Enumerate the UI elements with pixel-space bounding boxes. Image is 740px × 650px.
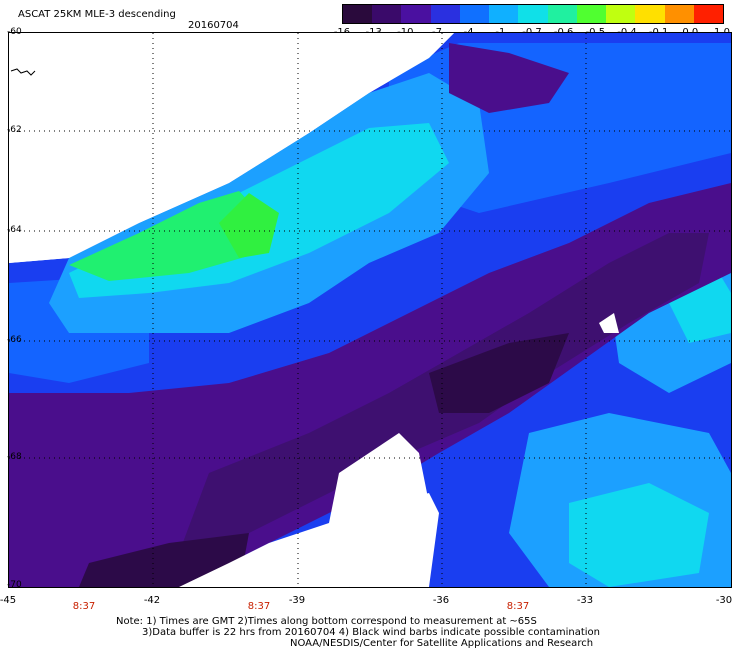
color-scale-swatch	[459, 5, 490, 23]
green-core	[219, 193, 279, 258]
time-label: 8:37	[506, 601, 530, 612]
no-data-northwest	[9, 33, 454, 263]
longitude-label: -39	[288, 595, 306, 606]
purple-band	[9, 183, 731, 587]
latitude-label: -60	[7, 27, 22, 37]
color-scale-swatch	[635, 5, 665, 23]
color-scale-bar	[342, 4, 724, 24]
note-line-2: 3)Data buffer is 22 hrs from 20160704 4)…	[142, 627, 600, 638]
color-scale-swatch	[372, 5, 402, 23]
product-title: ASCAT 25KM MLE-3 descending	[18, 9, 176, 20]
color-scale-swatch	[401, 5, 431, 23]
dark-core-south	[79, 533, 249, 587]
latitude-label: -70	[7, 580, 22, 590]
no-data-south-gap	[179, 433, 429, 587]
southeast-cyan	[569, 483, 709, 587]
product-date: 20160704	[188, 20, 239, 31]
color-scale-swatch	[518, 5, 548, 23]
color-scale-swatch	[430, 5, 460, 23]
latitude-label: -68	[7, 452, 22, 462]
dark-core-east	[429, 333, 569, 413]
latitude-label: -66	[7, 335, 22, 345]
north-purple-strip	[449, 43, 569, 113]
color-scale-swatch	[664, 5, 694, 23]
longitude-label: -45	[0, 595, 17, 606]
note-line-3: NOAA/NESDIS/Center for Satellite Applica…	[290, 638, 594, 649]
color-scale-swatch	[343, 5, 373, 23]
coastline-island	[10, 68, 36, 76]
green-patch	[69, 191, 269, 281]
longitude-label: -36	[432, 595, 450, 606]
no-data-small-hole	[599, 313, 619, 333]
wind-field-map	[8, 32, 732, 588]
time-label: 8:37	[72, 601, 96, 612]
color-scale-swatch	[547, 5, 577, 23]
longitude-label: -33	[576, 595, 594, 606]
color-scale-swatch	[489, 5, 519, 23]
color-scale-swatch	[693, 5, 724, 23]
no-data-south-notch	[349, 493, 439, 587]
map-canvas	[9, 33, 731, 587]
color-scale-swatch	[576, 5, 607, 23]
note-line-1: Note: 1) Times are GMT 2)Times along bot…	[116, 616, 537, 627]
color-scale-swatch	[606, 5, 636, 23]
time-label: 8:37	[247, 601, 271, 612]
latitude-label: -62	[7, 125, 22, 135]
longitude-label: -30	[715, 595, 733, 606]
longitude-label: -42	[143, 595, 161, 606]
latitude-label: -64	[7, 225, 22, 235]
